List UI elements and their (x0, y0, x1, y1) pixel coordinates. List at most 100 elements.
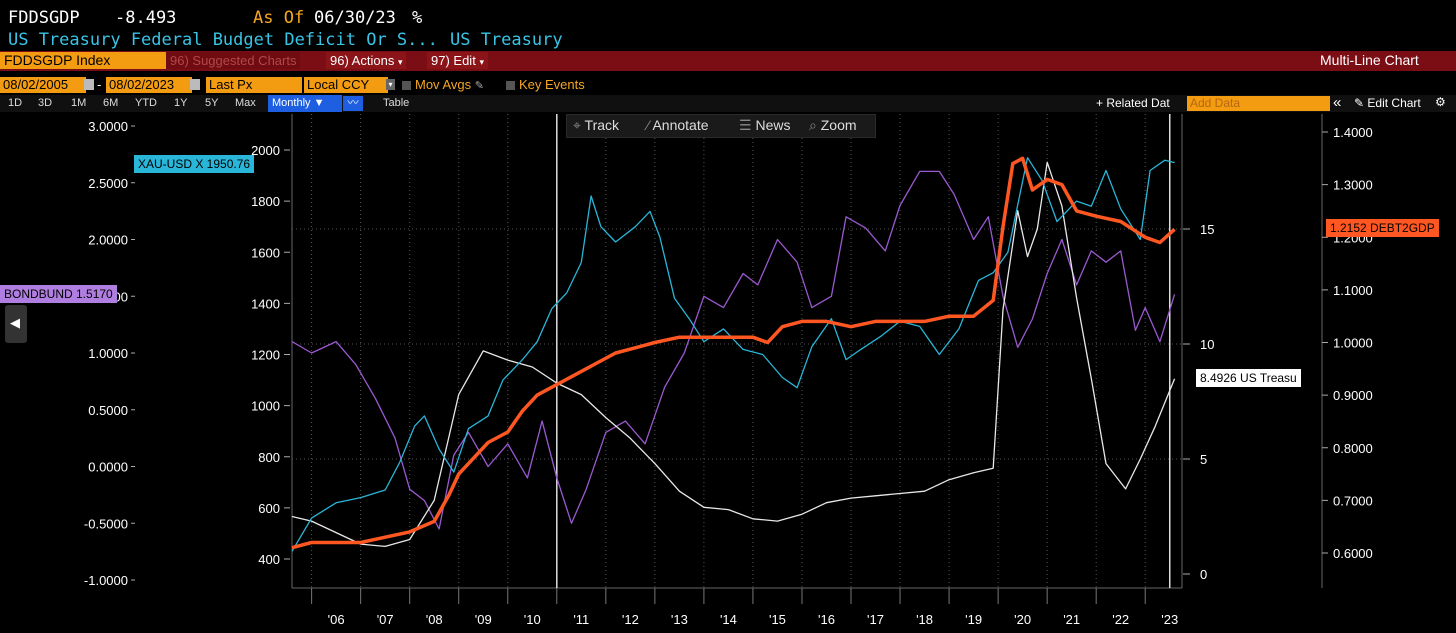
edit-button[interactable]: 97) Edit ▾ (427, 52, 488, 69)
collapse-icon[interactable]: « (1333, 94, 1342, 111)
currency-dropdown-icon[interactable]: ▾ (386, 79, 395, 90)
edit-chart-label: Edit Chart (1367, 96, 1421, 110)
news-button[interactable]: ☰ News (739, 117, 790, 134)
ustreas-tag[interactable]: 8.4926 US Treasu (1196, 369, 1301, 387)
range-3d[interactable]: 3D (38, 97, 53, 109)
zoom-label: Zoom (820, 117, 857, 133)
pen-icon: ⁄ (647, 117, 650, 133)
key-events-toggle[interactable]: Key Events (506, 77, 585, 92)
left-outer-tick-label: 0.0000 (88, 460, 128, 475)
related-data-button[interactable]: + Related Dat (1096, 96, 1170, 110)
left-inner-tick-label: 2000 (251, 143, 280, 158)
actions-label: 96) Actions (330, 53, 395, 68)
left-inner-tick-label: 400 (258, 552, 280, 567)
magnifier-icon: ⌕ (809, 117, 817, 133)
as-of-date: 06/30/23 (314, 8, 396, 28)
right-inner-tick-label: 15 (1200, 222, 1214, 237)
add-data-input[interactable]: Add Data (1187, 96, 1330, 111)
end-date-field[interactable]: 08/02/2023 (106, 77, 192, 93)
mov-avgs-label: Mov Avgs (415, 77, 472, 92)
start-date-field[interactable]: 08/02/2005 (0, 77, 86, 93)
x-tick-label: '22 (1112, 612, 1129, 627)
calendar-icon[interactable] (84, 79, 94, 90)
pencil-icon: ✎ (1354, 96, 1365, 110)
track-button[interactable]: ⌖ Track (573, 117, 619, 134)
x-tick-label: '21 (1063, 612, 1080, 627)
right-outer-tick-label: 0.9000 (1333, 388, 1373, 403)
mov-avgs-toggle[interactable]: Mov Avgs ✎ (402, 77, 484, 92)
news-icon: ☰ (739, 117, 752, 133)
x-tick-label: '13 (671, 612, 688, 627)
range-1y[interactable]: 1Y (174, 97, 188, 109)
debt2gdp-series-line (291, 156, 1176, 550)
range-5y[interactable]: 5Y (205, 97, 219, 109)
x-tick-label: '15 (769, 612, 786, 627)
xau-series-line (291, 157, 1175, 552)
xau-tag[interactable]: XAU-USD X 1950.76 (134, 155, 255, 173)
left-inner-tick-label: 1600 (251, 245, 280, 260)
scroll-left-button[interactable]: ◀ (5, 305, 27, 343)
x-tick-label: '11 (573, 612, 589, 627)
as-of-label: As Of (253, 8, 305, 28)
line-chart-icon[interactable]: 〰 (343, 96, 363, 111)
checkbox-icon (506, 81, 515, 91)
date-separator: - (97, 77, 102, 92)
suggested-charts-button[interactable]: 96) Suggested Charts (166, 52, 301, 69)
range-1d[interactable]: 1D (8, 97, 23, 109)
right-outer-tick-label: 1.4000 (1333, 125, 1373, 140)
x-tick-label: '20 (1014, 612, 1031, 627)
table-button[interactable]: Table (383, 97, 410, 109)
x-tick-label: '23 (1161, 612, 1178, 627)
right-outer-tick-label: 1.3000 (1333, 178, 1373, 193)
caret-down-icon: ▾ (397, 57, 403, 67)
range-6m[interactable]: 6M (103, 97, 119, 109)
right-inner-tick-label: 5 (1200, 452, 1207, 467)
security-description: US Treasury Federal Budget Deficit Or S.… (8, 30, 438, 50)
range-max[interactable]: Max (235, 97, 256, 109)
edit-chart-button[interactable]: ✎ Edit Chart (1354, 96, 1421, 110)
ustreas-series-line (291, 161, 1176, 548)
zoom-button[interactable]: ⌕ Zoom (809, 117, 857, 134)
pencil-icon: ✎ (474, 80, 484, 92)
left-inner-tick-label: 800 (258, 450, 280, 465)
field-selector[interactable]: Last Px (206, 77, 302, 93)
right-outer-tick-label: 1.0000 (1333, 336, 1373, 351)
left-inner-tick-label: 600 (258, 501, 280, 516)
annotate-button[interactable]: ⁄ Annotate (647, 117, 709, 133)
left-outer-tick-label: -0.5000 (84, 516, 128, 531)
x-tick-label: '06 (328, 612, 345, 627)
debt2gdp-tag[interactable]: 1.2152 DEBT2GDP (1326, 219, 1439, 237)
crosshair-icon: ⌖ (573, 117, 581, 133)
caret-down-icon: ▾ (479, 57, 484, 67)
index-field[interactable]: FDDSGDP Index (0, 52, 170, 69)
x-tick-label: '10 (524, 612, 541, 627)
left-inner-tick-label: 1000 (251, 399, 280, 414)
currency-selector[interactable]: Local CCY (304, 77, 388, 93)
x-tick-label: '09 (475, 612, 492, 627)
x-tick-label: '08 (426, 612, 443, 627)
gear-icon[interactable]: ⚙ (1435, 95, 1446, 109)
x-tick-label: '14 (720, 612, 737, 627)
range-1m[interactable]: 1M (71, 97, 87, 109)
ticker: FDDSGDP (8, 8, 80, 28)
range-ytd[interactable]: YTD (135, 97, 157, 109)
edit-label: 97) Edit (431, 53, 476, 68)
right-outer-tick-label: 0.7000 (1333, 493, 1373, 508)
calendar-icon[interactable] (190, 79, 200, 90)
left-outer-tick-label: 3.0000 (88, 119, 128, 134)
right-outer-tick-label: 0.8000 (1333, 441, 1373, 456)
checkbox-icon (402, 81, 411, 91)
periodicity-selector[interactable]: Monthly ▼ (268, 95, 342, 112)
x-tick-label: '16 (818, 612, 835, 627)
left-outer-tick-label: 0.5000 (88, 403, 128, 418)
right-inner-tick-label: 0 (1200, 567, 1207, 582)
left-inner-tick-label: 1200 (251, 348, 280, 363)
left-outer-tick-label: -1.0000 (84, 573, 128, 588)
left-outer-tick-label: 2.0000 (88, 233, 128, 248)
actions-button[interactable]: 96) Actions ▾ (326, 52, 407, 69)
bondbund-series-line (291, 170, 1176, 530)
left-inner-tick-label: 1400 (251, 296, 280, 311)
x-tick-label: '07 (377, 612, 394, 627)
bondbund-tag[interactable]: BONDBUND 1.5170 (0, 285, 117, 303)
